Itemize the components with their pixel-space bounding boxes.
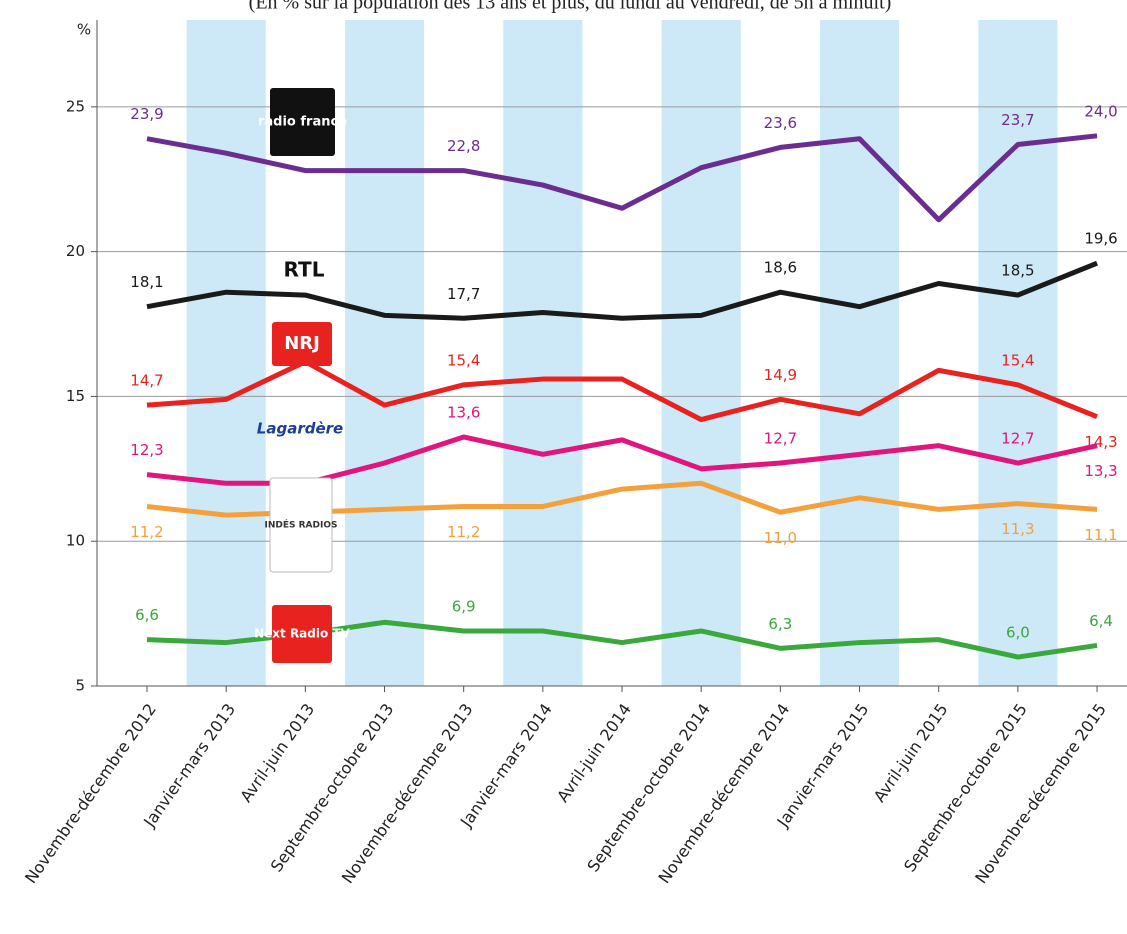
y-tick-label: 5 xyxy=(75,677,85,695)
value-label: 6,9 xyxy=(452,597,476,615)
y-tick-label: 25 xyxy=(66,97,85,115)
band xyxy=(978,20,1058,686)
x-tick-label: Novembre-décembre 2012 xyxy=(21,700,160,887)
value-label: 13,6 xyxy=(447,403,480,421)
value-label: 6,3 xyxy=(768,615,792,633)
x-tick-label: Novembre-décembre 2013 xyxy=(338,700,477,887)
x-tick-label: Janvier-mars 2015 xyxy=(773,700,873,831)
value-label: 11,0 xyxy=(764,529,797,547)
legend-logo xyxy=(272,605,332,663)
y-tick-label: 10 xyxy=(66,532,85,550)
band xyxy=(186,20,266,686)
band xyxy=(344,20,425,686)
value-label: 13,3 xyxy=(1084,462,1117,480)
value-label: 11,3 xyxy=(1001,520,1034,538)
legend-label: NRJ xyxy=(284,333,320,354)
legend-logo xyxy=(269,477,333,573)
value-label: 6,4 xyxy=(1089,612,1113,630)
value-label: 11,2 xyxy=(447,523,480,541)
value-label: 15,4 xyxy=(447,351,480,369)
x-tick-label: Avril-juin 2015 xyxy=(870,700,952,806)
value-label: 23,6 xyxy=(764,114,797,132)
value-label: 14,9 xyxy=(764,366,797,384)
x-tick-label: Avril-juin 2013 xyxy=(236,700,318,806)
legend-logo xyxy=(268,252,340,290)
series-line xyxy=(146,260,1098,321)
y-tick-label: 15 xyxy=(66,387,85,405)
value-label: 24,0 xyxy=(1084,102,1117,120)
legend-label: Lagardère xyxy=(257,420,343,438)
legend-logo xyxy=(270,88,335,156)
value-label: 11,2 xyxy=(130,523,163,541)
value-label: 12,7 xyxy=(764,430,797,448)
value-label: 19,6 xyxy=(1084,230,1117,248)
series-line xyxy=(146,133,1098,223)
series-line xyxy=(146,434,1098,486)
value-label: 15,4 xyxy=(1001,351,1034,369)
band xyxy=(661,20,741,686)
chart-subtitle: (En % sur la population des 13 ans et pl… xyxy=(249,0,892,14)
value-label: 14,7 xyxy=(130,372,163,390)
value-label: 18,6 xyxy=(764,259,797,277)
x-tick-label: Janvier-mars 2013 xyxy=(139,700,239,831)
value-label: 11,1 xyxy=(1084,526,1117,544)
bands xyxy=(186,20,1058,686)
value-label: 6,6 xyxy=(135,606,159,624)
value-label: 18,1 xyxy=(130,273,163,291)
value-label: 6,0 xyxy=(1006,624,1030,642)
value-label: 23,7 xyxy=(1001,111,1034,129)
value-label: 18,5 xyxy=(1001,262,1034,280)
legend-logo xyxy=(272,322,332,366)
value-label: 12,7 xyxy=(1001,430,1034,448)
value-label: 22,8 xyxy=(447,137,480,155)
x-tick-label: Janvier-mars 2014 xyxy=(456,700,556,831)
y-unit: % xyxy=(77,21,91,39)
legend-label: RTL xyxy=(284,258,325,282)
value-label: 17,7 xyxy=(447,285,480,303)
legend-label: Next Radio TV xyxy=(254,627,350,641)
legend-label: radio france xyxy=(258,115,347,130)
value-label: 23,9 xyxy=(130,105,163,123)
x-tick-label: Novembre-décembre 2014 xyxy=(654,700,793,887)
value-label: 12,3 xyxy=(130,441,163,459)
legend-label: INDÉS RADIOS xyxy=(265,519,338,531)
x-tick-label: Novembre-décembre 2015 xyxy=(971,700,1110,887)
series-line xyxy=(146,359,1098,423)
x-tick-label: Avril-juin 2014 xyxy=(553,700,635,806)
band xyxy=(819,20,900,686)
y-tick-label: 20 xyxy=(66,242,85,260)
band xyxy=(503,20,583,686)
